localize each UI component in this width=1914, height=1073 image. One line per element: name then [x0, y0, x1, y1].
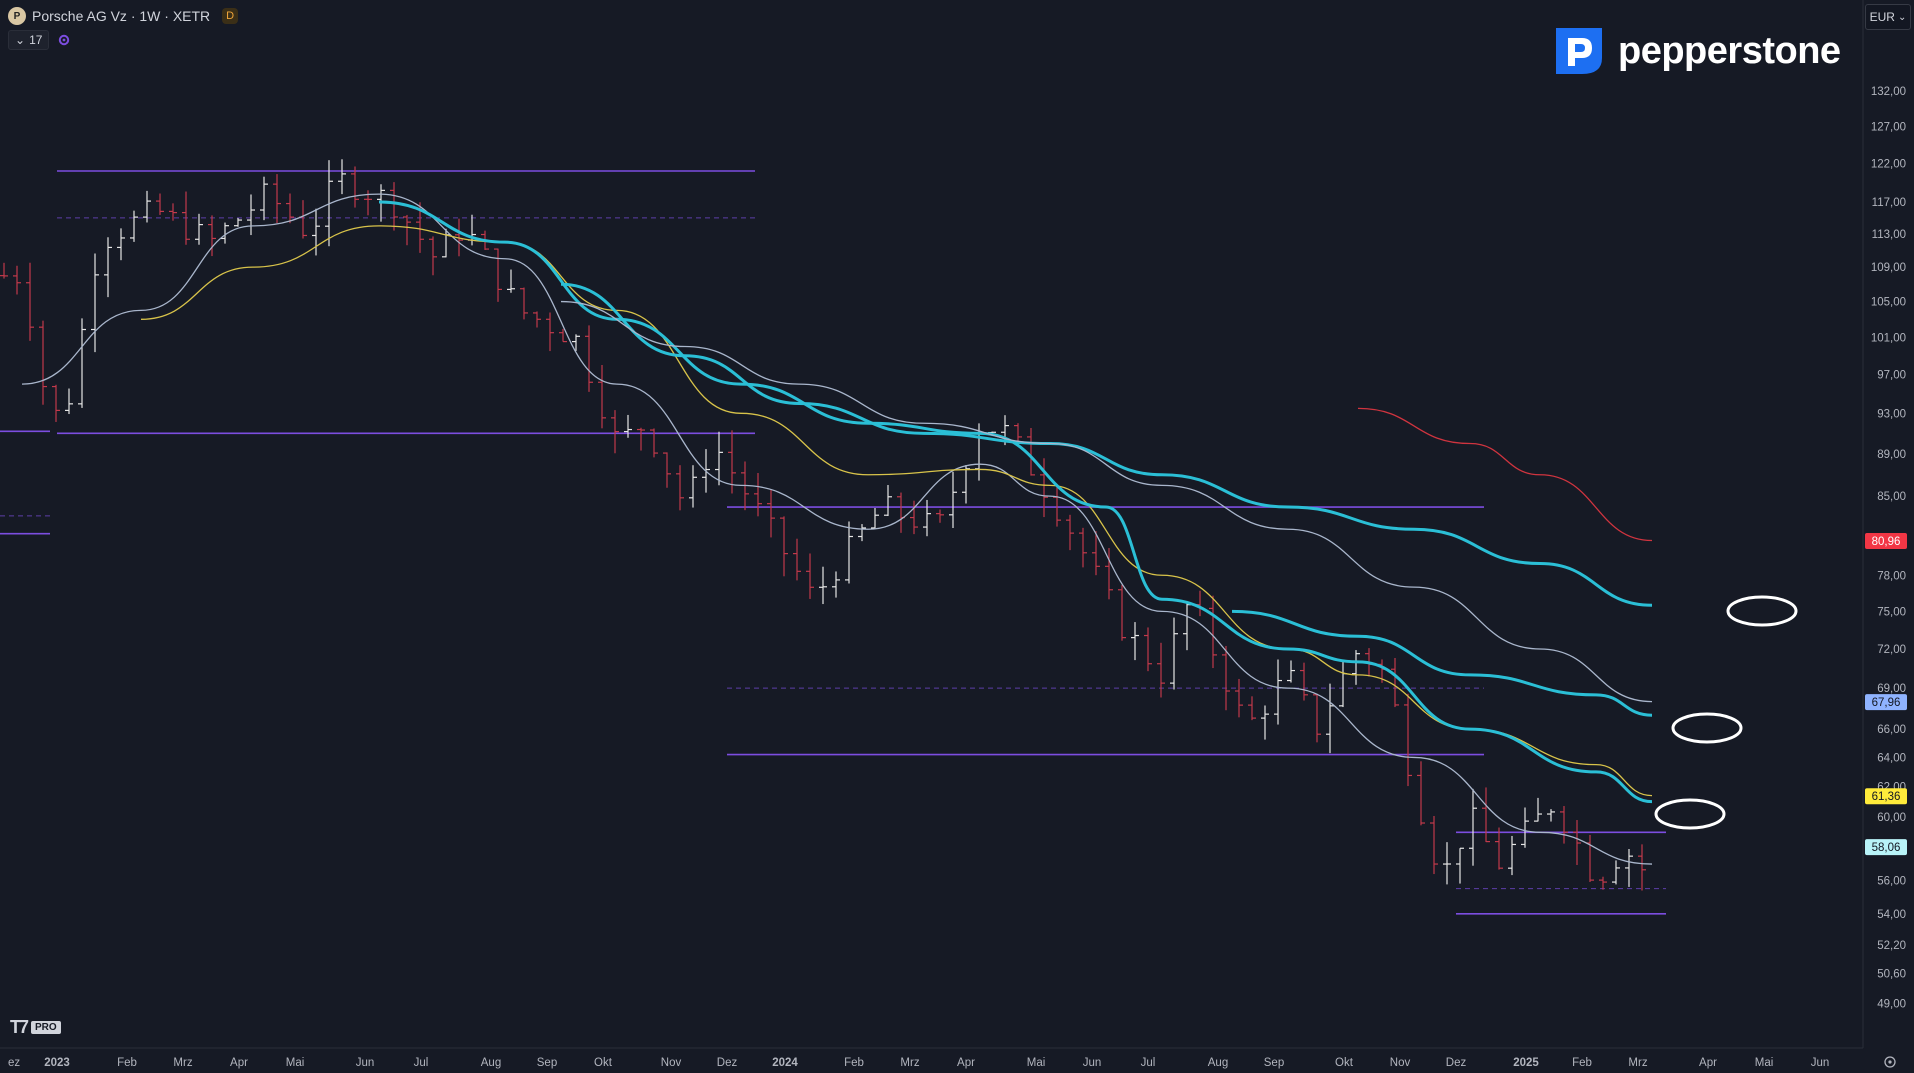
x-tick-label: 2024	[772, 1057, 798, 1069]
y-tick-label: 109,00	[1871, 262, 1906, 274]
y-tick-label: 75,00	[1877, 606, 1906, 618]
pepperstone-logo: pepperstone	[1552, 26, 1841, 76]
chevron-down-icon: ⌄	[15, 33, 26, 47]
porsche-logo-icon: P	[8, 7, 26, 25]
moving-average-line	[378, 200, 1653, 804]
price-label-box	[1865, 694, 1907, 711]
x-tick-label: Aug	[1208, 1057, 1228, 1069]
x-tick-label: Nov	[661, 1057, 682, 1069]
y-tick-label: 122,00	[1871, 158, 1906, 170]
chevron-down-icon: ⌄	[1897, 11, 1907, 23]
y-tick-label: 56,00	[1877, 875, 1906, 887]
indicator-count: 17	[29, 33, 43, 47]
x-tick-label: Mai	[1755, 1057, 1774, 1069]
y-tick-label: 105,00	[1871, 297, 1906, 309]
y-tick-label: 93,00	[1877, 408, 1906, 420]
x-tick-label: Mrz	[1628, 1057, 1647, 1069]
x-tick-label: Feb	[117, 1057, 137, 1069]
y-tick-label: 54,00	[1877, 909, 1906, 921]
price-label-box	[1865, 788, 1907, 805]
x-tick-label: Mrz	[900, 1057, 919, 1069]
currency-label: EUR	[1869, 10, 1895, 24]
price-label: 61,36	[1872, 791, 1901, 803]
y-tick-label: 113,00	[1872, 229, 1906, 241]
x-tick-label: Feb	[844, 1057, 864, 1069]
x-tick-label: Okt	[1335, 1057, 1354, 1069]
y-tick-label: 132,00	[1871, 86, 1906, 98]
x-tick-label: Jun	[1083, 1057, 1102, 1069]
candles-group	[0, 159, 1646, 891]
x-tick-label: Apr	[957, 1057, 975, 1069]
x-tick-label: Dez	[1446, 1057, 1467, 1069]
y-tick-label: 101,00	[1871, 332, 1906, 344]
pro-badge-icon: PRO	[31, 1021, 61, 1034]
y-tick-label: 60,00	[1877, 812, 1906, 824]
annotation-ellipse	[1654, 798, 1726, 830]
currency-selector[interactable]: EUR ⌄	[1865, 4, 1911, 30]
y-tick-label: 85,00	[1877, 491, 1906, 503]
y-tick-label: 69,00	[1877, 683, 1906, 695]
moving-average-line	[560, 300, 1653, 703]
x-tick-label: Apr	[230, 1057, 248, 1069]
y-tick-label: 50,60	[1877, 969, 1906, 981]
moving-average-line	[560, 282, 1653, 607]
x-tick-label: Apr	[1699, 1057, 1717, 1069]
x-tick-label: Mai	[286, 1057, 305, 1069]
x-tick-label: Nov	[1390, 1057, 1411, 1069]
x-tick-label: ez	[8, 1057, 20, 1069]
moving-average-line	[1231, 609, 1653, 717]
x-tick-label: Jul	[414, 1057, 429, 1069]
settings-icon	[1884, 1056, 1896, 1068]
x-tick-label: Sep	[1264, 1057, 1284, 1069]
indicators-row: ⌄ 17	[8, 30, 71, 50]
x-tick-label: Okt	[594, 1057, 613, 1069]
price-label: 80,96	[1872, 536, 1901, 548]
annotation-ellipse	[1726, 595, 1798, 627]
y-tick-label: 127,00	[1871, 121, 1906, 133]
logo-text: pepperstone	[1618, 29, 1841, 72]
y-tick-label: 117,00	[1872, 197, 1906, 209]
x-tick-label: Aug	[481, 1057, 501, 1069]
x-tick-label: Mai	[1027, 1057, 1046, 1069]
price-label: 58,06	[1872, 842, 1901, 854]
tradingview-mark-icon: T7	[10, 1017, 29, 1037]
x-tick-label: Jun	[356, 1057, 375, 1069]
y-tick-label: 72,00	[1877, 644, 1906, 656]
price-label-box	[1865, 839, 1907, 856]
x-tick-label: Sep	[537, 1057, 557, 1069]
indicators-toggle[interactable]: ⌄ 17	[8, 30, 50, 50]
tradingview-logo: T7 PRO	[10, 1017, 61, 1038]
y-tick-label: 49,00	[1877, 998, 1906, 1010]
settings-icon-dot	[1888, 1060, 1892, 1064]
y-tick-label: 52,20	[1877, 940, 1906, 952]
price-label-box	[1865, 532, 1907, 549]
symbol-header[interactable]: P Porsche AG Vz · 1W · XETR D	[8, 6, 239, 26]
moving-average-line	[140, 225, 1653, 797]
y-tick-label: 89,00	[1877, 449, 1906, 461]
x-tick-label: 2025	[1513, 1057, 1539, 1069]
symbol-title: Porsche AG Vz · 1W · XETR	[32, 8, 211, 24]
y-tick-label: 97,00	[1877, 370, 1906, 382]
moving-average-line	[21, 193, 1653, 865]
moving-average-line	[1357, 407, 1653, 542]
price-label: 67,96	[1872, 697, 1901, 709]
x-tick-label: Mrz	[173, 1057, 192, 1069]
x-tick-label: Jul	[1141, 1057, 1156, 1069]
annotation-ellipse	[1671, 712, 1743, 744]
y-tick-label: 66,00	[1877, 724, 1906, 736]
gear-icon[interactable]	[57, 33, 71, 47]
x-tick-label: Jun	[1811, 1057, 1830, 1069]
x-tick-label: Dez	[717, 1057, 738, 1069]
pepperstone-mark-icon	[1556, 28, 1602, 74]
y-tick-label: 78,00	[1877, 570, 1906, 582]
x-tick-label: 2023	[44, 1057, 70, 1069]
data-badge[interactable]: D	[222, 8, 239, 24]
y-tick-label: 64,00	[1877, 752, 1906, 764]
x-tick-label: Feb	[1572, 1057, 1592, 1069]
